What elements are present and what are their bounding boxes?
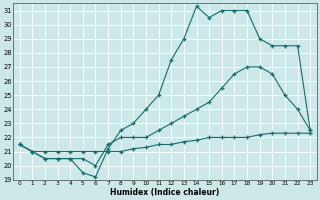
X-axis label: Humidex (Indice chaleur): Humidex (Indice chaleur) [110,188,220,197]
